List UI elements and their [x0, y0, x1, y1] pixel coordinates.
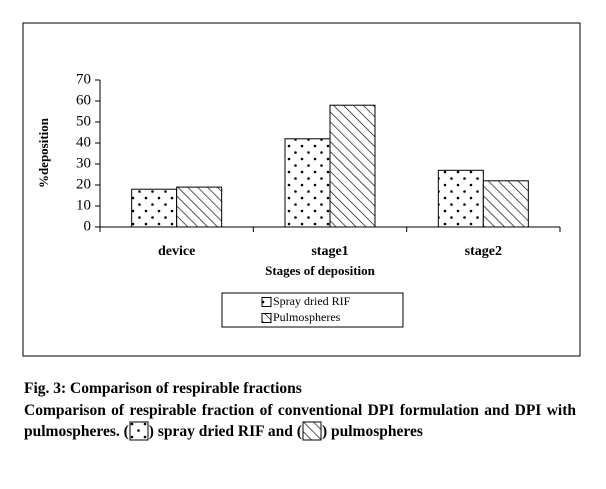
bar — [176, 186, 223, 228]
chart: %deposition Stages of deposition 0 10 20 30… — [22, 22, 581, 357]
y-tick-label: 70 — [76, 71, 91, 87]
x-tick-label: device — [158, 244, 195, 259]
y-tick-label: 30 — [76, 155, 91, 171]
y-tick-label: 10 — [76, 197, 91, 213]
y-tick-label: 20 — [76, 176, 91, 192]
y-tick-label: 50 — [76, 113, 91, 129]
dots-icon — [129, 421, 149, 441]
caption-title: Fig. 3: Comparison of respirable fractio… — [24, 380, 302, 397]
legend-label: Spray dried RIF — [273, 294, 351, 308]
caption-body: Comparison of respirable fraction of con… — [24, 400, 576, 443]
legend-swatch — [261, 297, 272, 307]
y-tick-label: 60 — [76, 92, 91, 108]
x-axis-label: Stages of deposition — [265, 263, 376, 278]
y-tick-label: 40 — [76, 134, 91, 150]
hatch-icon — [302, 421, 322, 441]
legend-swatch — [261, 313, 272, 323]
caption: Fig. 3: Comparison of respirable fractio… — [24, 378, 576, 443]
caption-text: ) spray dried RIF and ( — [148, 423, 302, 440]
bar — [437, 169, 484, 228]
x-tick-label: stage1 — [311, 244, 348, 259]
y-tick-label: 0 — [84, 218, 92, 234]
caption-text: ) pulmospheres — [321, 423, 423, 440]
bar — [131, 188, 178, 228]
legend-label: Pulmospheres — [273, 310, 341, 324]
chart-frame — [22, 22, 581, 357]
caption-text: Comparison of respirable fraction of con… — [24, 401, 576, 441]
bar — [329, 104, 376, 228]
bar — [284, 138, 331, 228]
y-axis-label: %deposition — [36, 117, 51, 188]
legend-box — [221, 292, 404, 328]
x-tick-label: stage2 — [465, 244, 502, 259]
bar — [482, 180, 529, 228]
